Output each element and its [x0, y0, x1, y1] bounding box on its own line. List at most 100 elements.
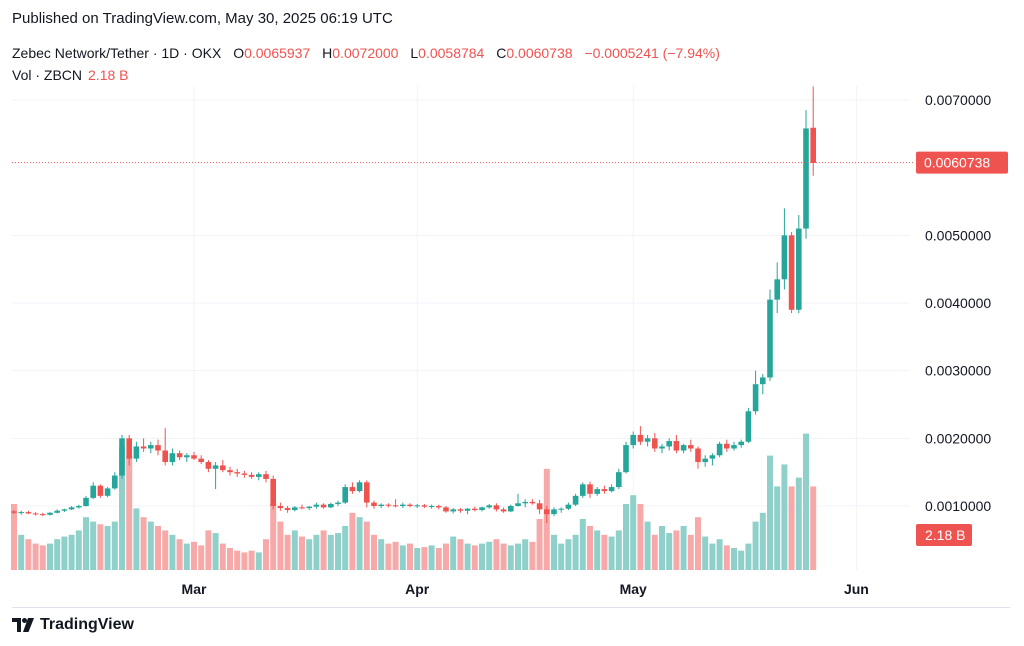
- volume-bar: [306, 539, 313, 570]
- candle-body: [666, 441, 672, 447]
- candle-body: [803, 128, 809, 229]
- symbol-label[interactable]: Zebec Network/Tether · 1D · OKX: [12, 45, 222, 61]
- volume-bar: [83, 517, 89, 570]
- volume-bar: [18, 534, 25, 570]
- volume-bar: [810, 486, 817, 570]
- volume-bar: [759, 512, 766, 570]
- candle-body: [119, 438, 125, 476]
- candle-body: [500, 509, 507, 512]
- x-tick-label: Jun: [844, 581, 869, 597]
- volume-value: 2.18 B: [88, 67, 129, 83]
- volume-bar: [702, 536, 709, 570]
- candle-body: [716, 443, 723, 456]
- candle-body: [133, 446, 140, 459]
- volume-bar: [587, 526, 593, 570]
- volume-bar: [615, 530, 622, 570]
- candle-body: [335, 502, 341, 504]
- candle-body: [472, 508, 478, 511]
- candle-body: [695, 448, 701, 463]
- volume-bar: [147, 521, 154, 570]
- volume-bar: [457, 539, 464, 570]
- volume-bar: [277, 521, 284, 570]
- candle-body: [428, 506, 435, 507]
- volume-bar: [515, 543, 521, 570]
- candle-body: [565, 504, 572, 509]
- volume-bar: [270, 504, 277, 570]
- volume-bar: [183, 543, 190, 570]
- volume-bar: [594, 530, 601, 570]
- volume-bar: [119, 446, 125, 570]
- candle-body: [616, 472, 622, 488]
- candle-body: [155, 445, 161, 451]
- volume-bar: [90, 521, 97, 570]
- candle-body: [479, 507, 485, 511]
- candle-body: [508, 506, 514, 512]
- volume-bar: [198, 545, 205, 570]
- volume-bar: [335, 533, 341, 570]
- volume-bar: [25, 539, 32, 570]
- candle-body: [796, 228, 802, 310]
- candle-body: [457, 509, 464, 511]
- candle-body: [342, 487, 348, 503]
- candle-body: [378, 504, 384, 506]
- volume-bar: [212, 533, 219, 570]
- candle-body: [781, 235, 788, 280]
- y-tick-label: 0.0010000: [925, 498, 991, 514]
- volume-bar: [385, 543, 392, 570]
- candle-body: [688, 445, 694, 449]
- volume-bar: [673, 530, 680, 570]
- volume-bar: [443, 543, 449, 570]
- x-tick-label: Mar: [182, 581, 207, 597]
- candle-body: [356, 482, 363, 492]
- y-tick-label: 0.0070000: [925, 92, 991, 108]
- volume-bar: [500, 543, 507, 570]
- candle-body: [112, 475, 118, 489]
- tradingview-brand-text: TradingView: [40, 616, 134, 633]
- volume-bar: [263, 539, 269, 570]
- candle-body: [162, 450, 168, 463]
- last-price-tag: [916, 151, 1008, 174]
- candle-body: [464, 508, 471, 511]
- volume-bar: [522, 539, 529, 570]
- volume-bar: [284, 534, 291, 570]
- volume-bar: [97, 524, 104, 570]
- volume-bar: [723, 545, 730, 570]
- candle-body: [220, 465, 226, 471]
- candle-body: [40, 514, 46, 516]
- volume-bar: [680, 526, 687, 570]
- volume-bar: [407, 543, 413, 570]
- volume-bar: [392, 541, 399, 570]
- candle-body: [652, 438, 658, 449]
- volume-bar: [803, 433, 809, 570]
- x-tick-label: May: [620, 581, 647, 597]
- candle-body: [637, 434, 644, 442]
- volume-bar: [752, 521, 759, 570]
- volume-bar: [291, 530, 298, 570]
- volume-label[interactable]: Vol · ZBCN: [12, 67, 83, 83]
- footer-divider: [12, 607, 1010, 608]
- volume-bar: [219, 543, 226, 570]
- tradingview-logo[interactable]: TradingView: [12, 616, 134, 634]
- candle-body: [104, 488, 111, 496]
- candle-body: [68, 507, 75, 510]
- candle-body: [702, 458, 708, 463]
- volume-bar: [75, 530, 82, 570]
- last-price-label: 0.0060738: [924, 155, 990, 171]
- candle-body: [529, 501, 536, 504]
- candle-body: [493, 505, 500, 510]
- volume-bar: [687, 534, 694, 570]
- volume-bar: [68, 534, 75, 570]
- volume-bar: [255, 552, 262, 570]
- candle-body: [385, 504, 392, 506]
- candle-body: [414, 505, 420, 507]
- candle-body: [810, 127, 816, 163]
- candle-body: [486, 505, 492, 508]
- candle-body: [184, 455, 190, 458]
- candle-body: [227, 470, 233, 473]
- open-value: 0.0065937: [244, 45, 311, 61]
- tradingview-logo-icon: [12, 618, 34, 632]
- volume-bar: [695, 517, 701, 570]
- volume-bar: [363, 521, 370, 570]
- candle-body: [148, 445, 154, 449]
